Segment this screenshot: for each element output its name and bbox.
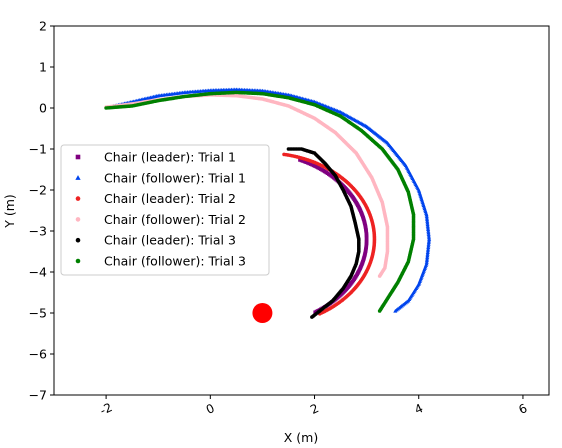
x-tick-label: 0 — [204, 401, 217, 417]
series-2-point — [426, 242, 431, 246]
series-2-point — [425, 255, 430, 259]
series-1 — [298, 158, 369, 315]
y-axis-label: Y (m) — [2, 194, 17, 229]
x-tick-label: -2 — [98, 400, 115, 418]
series-2-point — [424, 260, 429, 264]
legend-marker-4 — [75, 217, 81, 222]
series-2-point — [424, 212, 429, 217]
legend-marker-6 — [75, 258, 81, 264]
series-2 — [111, 87, 432, 313]
series-2-point — [425, 222, 430, 227]
y-tick-label: 1 — [39, 60, 47, 75]
x-axis-ticks: -2 0 2 4 6 — [98, 395, 530, 418]
plot-frame — [53, 25, 550, 396]
x-tick-label: 4 — [412, 401, 425, 417]
series-1-point — [313, 310, 317, 315]
series-3 — [282, 152, 377, 316]
legend-label-2: Chair (follower): Trial 1 — [104, 170, 246, 185]
series-2-point — [425, 248, 430, 253]
legend: Chair (leader): Trial 1 Chair (follower):… — [60, 144, 270, 276]
series-5-point — [310, 315, 314, 319]
y-tick-label: −2 — [29, 183, 47, 198]
series-2-point — [427, 237, 432, 241]
y-tick-label: 2 — [39, 19, 47, 34]
series-4-point — [377, 274, 382, 278]
y-tick-label: −7 — [29, 388, 47, 403]
y-tick-label: −5 — [29, 306, 47, 321]
y-tick-label: 0 — [39, 101, 47, 116]
series-2-point — [426, 247, 431, 251]
legend-label-5: Chair (leader): Trial 3 — [104, 233, 236, 248]
series-2-point — [425, 250, 430, 254]
axes — [53, 25, 550, 396]
series-6 — [104, 90, 416, 313]
series-2-point — [393, 308, 398, 313]
series-2-point — [425, 219, 430, 223]
series-2-point — [426, 227, 431, 231]
series-6-point — [377, 309, 382, 313]
series-2-point — [425, 256, 430, 261]
legend-box — [60, 144, 270, 276]
legend-label-4: Chair (follower): Trial 2 — [104, 212, 246, 227]
series-2-point — [425, 224, 430, 228]
series-2-point — [425, 220, 430, 225]
series-5 — [286, 147, 361, 319]
y-tick-label: −1 — [29, 142, 47, 157]
series-2-point — [426, 230, 431, 235]
x-tick-label: 2 — [308, 401, 321, 417]
y-axis-ticks: 2 1 0 −1 −2 −3 −4 −5 −6 −7 — [29, 19, 54, 403]
series-2-point — [425, 253, 430, 258]
series-2-point — [424, 214, 429, 218]
series-2-point — [424, 215, 429, 220]
series-2-point — [426, 238, 432, 243]
legend-label-1: Chair (leader): Trial 1 — [104, 150, 236, 165]
legend-marker-2 — [75, 175, 81, 180]
series-2-point — [426, 228, 431, 233]
series-2-point — [425, 217, 430, 222]
y-tick-label: −6 — [29, 347, 47, 362]
legend-marker-3 — [75, 196, 81, 201]
legend-marker-5 — [75, 237, 81, 243]
x-tick-label: 6 — [517, 401, 530, 417]
legend-marker-1 — [75, 154, 81, 160]
reference-point — [252, 303, 273, 323]
series-2-point — [426, 232, 431, 236]
series-2-point — [426, 240, 431, 245]
series-2-point — [425, 225, 430, 230]
y-tick-label: −3 — [29, 224, 47, 239]
x-axis-label: X (m) — [284, 430, 318, 445]
legend-label-6: Chair (follower): Trial 3 — [104, 254, 246, 269]
legend-label-3: Chair (leader): Trial 2 — [104, 191, 236, 206]
series-2-point — [425, 251, 430, 256]
series-2-point — [426, 243, 431, 248]
y-tick-label: −4 — [29, 265, 47, 280]
series-2-point — [426, 235, 432, 240]
plot-points — [104, 87, 432, 323]
series-2-point — [424, 258, 429, 263]
series-2-point — [426, 245, 431, 250]
series-2-point — [426, 233, 431, 238]
